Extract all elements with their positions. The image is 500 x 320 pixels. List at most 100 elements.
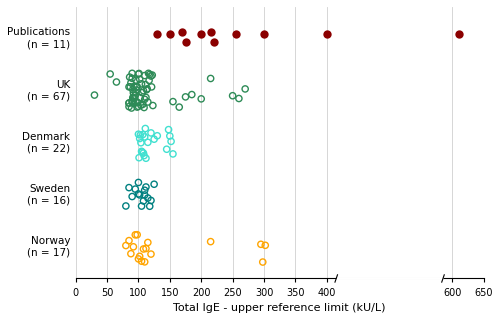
Point [128,99,136,104]
Point [148,73,156,78]
Point [175,105,183,110]
Point [140,246,147,252]
Point [133,232,141,237]
Point [143,86,151,91]
Point [206,76,214,81]
Point [140,134,148,140]
Point [128,106,136,111]
Point [136,136,143,141]
Point [145,78,153,83]
Point [144,196,152,201]
Point [134,132,142,137]
Point [188,92,196,97]
Point [112,79,120,84]
Point [135,155,143,160]
Point [122,204,130,209]
Point [169,99,177,104]
Point [129,95,137,100]
Point [134,191,142,196]
Point [147,130,155,135]
Point [169,151,177,156]
Point [137,140,145,145]
Point [137,103,145,108]
Point [142,156,150,161]
Point [125,100,133,106]
Point [138,259,145,264]
Point [140,259,148,264]
Point [206,239,214,244]
Point [128,71,136,76]
Point [126,75,134,80]
Point [178,29,186,35]
Point [132,84,140,90]
Point [140,188,148,193]
Point [134,180,142,185]
Point [140,73,148,78]
Point [260,32,268,37]
Point [140,105,148,110]
Point [144,71,152,76]
Point [147,198,155,203]
Point [257,242,265,247]
Point [166,32,174,37]
Point [164,127,172,132]
Point [139,132,147,137]
Point [128,76,136,81]
Point [210,40,218,45]
Point [144,100,152,105]
Point [144,140,152,145]
Point [323,32,331,37]
Point [150,182,158,187]
Point [142,82,150,87]
Point [90,92,98,98]
Point [132,232,140,237]
Point [140,153,148,158]
Point [162,147,170,152]
Point [128,100,136,105]
Point [146,72,154,77]
Point [150,137,158,142]
Point [127,251,135,256]
Point [154,133,162,138]
Point [142,87,150,92]
Point [125,104,133,109]
Point [132,187,140,192]
Point [133,84,141,89]
Point [130,101,138,106]
Point [128,194,136,199]
Point [136,254,143,259]
X-axis label: Total IgE - upper reference limit (kU/L): Total IgE - upper reference limit (kU/L) [174,303,386,313]
Point [134,104,142,109]
Point [125,185,133,190]
Point [130,84,138,89]
Point [136,77,143,82]
Point [142,126,150,131]
Point [140,192,148,197]
Point [132,99,140,104]
Point [235,96,243,101]
Point [132,77,140,83]
Point [132,87,140,92]
Point [147,252,155,257]
Point [134,72,142,77]
Point [122,243,130,248]
Point [134,100,142,105]
Point [132,90,140,95]
Point [134,256,142,261]
Point [136,192,143,197]
Point [197,96,205,101]
Point [130,244,138,249]
Point [138,150,146,155]
Point [197,32,205,37]
Point [259,260,267,265]
Point [228,93,236,98]
Point [125,100,133,106]
Point [125,84,133,90]
Point [148,84,156,90]
Point [182,40,190,45]
Point [454,32,462,37]
Point [125,238,133,243]
Point [130,96,138,101]
Point [129,100,137,105]
Point [136,132,144,138]
